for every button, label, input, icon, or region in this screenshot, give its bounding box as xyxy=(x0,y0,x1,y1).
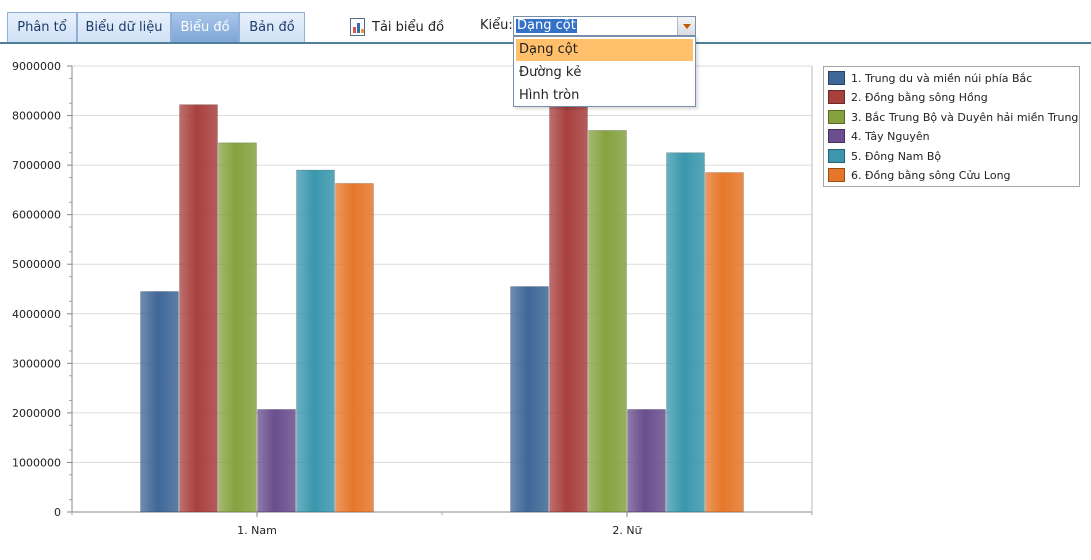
bar xyxy=(666,152,705,513)
legend-swatch xyxy=(828,110,845,124)
bar xyxy=(335,183,374,513)
tab-bieu-du-lieu[interactable]: Biểu dữ liệu xyxy=(77,12,171,42)
legend-label: 1. Trung du và miền núi phía Bắc xyxy=(851,71,1033,85)
legend-label: 5. Đông Nam Bộ xyxy=(851,149,942,163)
legend-item: 1. Trung du và miền núi phía Bắc xyxy=(828,70,1032,86)
chart-type-option-hinh-tron[interactable]: Hình tròn xyxy=(519,88,580,103)
x-tick-label: 2. Nữ xyxy=(612,524,642,537)
chart-legend: 1. Trung du và miền núi phía Bắc 2. Đồng… xyxy=(823,66,1080,187)
tab-ban-do[interactable]: Bản đồ xyxy=(239,12,305,42)
legend-swatch xyxy=(828,149,845,163)
tab-bieu-do[interactable]: Biểu đồ xyxy=(171,12,239,42)
bar xyxy=(549,68,588,513)
legend-swatch xyxy=(828,90,845,104)
legend-item: 2. Đồng bằng sông Hồng xyxy=(828,89,988,105)
bar xyxy=(296,169,335,513)
x-tick-label: 1. Nam xyxy=(237,524,277,537)
legend-swatch xyxy=(828,129,845,143)
legend-label: 2. Đồng bằng sông Hồng xyxy=(851,90,988,104)
chart-type-dropdown: Dạng cột Đường kẻ Hình tròn xyxy=(513,36,696,107)
legend-swatch xyxy=(828,71,845,85)
y-tick-label: 6000000 xyxy=(12,209,61,222)
y-tick-label: 5000000 xyxy=(12,258,61,271)
y-tick-label: 3000000 xyxy=(12,357,61,370)
legend-item: 6. Đồng bằng sông Cửu Long xyxy=(828,167,1011,183)
download-chart-button[interactable]: Tải biểu đồ xyxy=(350,17,444,37)
y-tick-label: 7000000 xyxy=(12,159,61,172)
y-tick-label: 8000000 xyxy=(12,110,61,123)
chart-type-select[interactable]: Dạng cột xyxy=(513,16,696,36)
tab-phan-to[interactable]: Phân tổ xyxy=(7,12,77,42)
bar xyxy=(627,409,666,513)
legend-label: 3. Bắc Trung Bộ và Duyên hải miền Trung xyxy=(851,110,1079,124)
download-chart-label: Tải biểu đồ xyxy=(372,19,445,35)
chart-download-icon xyxy=(350,18,365,36)
legend-swatch xyxy=(828,168,845,182)
bar xyxy=(588,130,627,513)
bar xyxy=(218,142,257,513)
chevron-down-icon[interactable] xyxy=(677,17,695,35)
bar xyxy=(179,104,218,513)
chart-type-option-dang-cot[interactable]: Dạng cột xyxy=(516,39,693,61)
y-tick-label: 9000000 xyxy=(12,60,61,73)
legend-label: 6. Đồng bằng sông Cửu Long xyxy=(851,168,1011,182)
y-tick-label: 1000000 xyxy=(12,456,61,469)
bar xyxy=(705,172,744,513)
chart-type-selected-value: Dạng cột xyxy=(516,18,577,33)
y-tick-label: 2000000 xyxy=(12,407,61,420)
bar xyxy=(257,409,296,513)
legend-item: 3. Bắc Trung Bộ và Duyên hải miền Trung xyxy=(828,109,1078,125)
chart-type-label: Kiểu: xyxy=(480,18,513,33)
legend-item: 5. Đông Nam Bộ xyxy=(828,148,941,164)
y-tick-label: 0 xyxy=(54,506,61,519)
legend-item: 4. Tây Nguyên xyxy=(828,128,930,144)
legend-label: 4. Tây Nguyên xyxy=(851,129,930,143)
chart-type-option-duong-ke[interactable]: Đường kẻ xyxy=(519,65,582,80)
y-tick-label: 4000000 xyxy=(12,308,61,321)
bar xyxy=(510,286,549,513)
bar xyxy=(140,291,179,513)
